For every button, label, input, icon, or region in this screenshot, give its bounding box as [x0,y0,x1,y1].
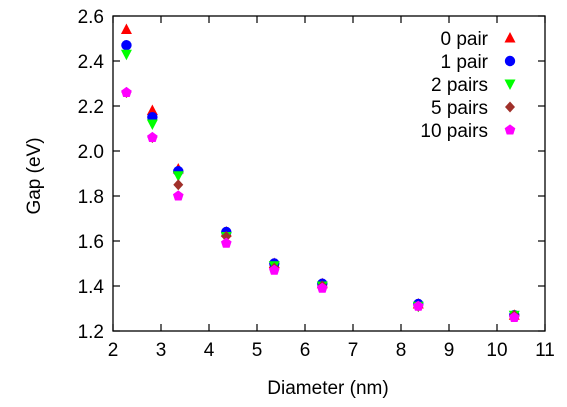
data-point [221,231,232,242]
y-tick-label: 2.2 [78,97,104,118]
plot-frame [112,15,546,332]
legend-marker [504,79,516,90]
legend-marker [504,124,516,135]
x-tick-label: 11 [535,340,555,361]
legend-label: 2 pairs [431,75,488,96]
legend-label: 5 pairs [431,98,488,119]
y-tick-label: 2.0 [78,142,104,163]
x-tick-label: 6 [300,340,311,361]
data-point [120,49,132,61]
data-point [173,179,184,191]
data-point [120,23,132,34]
y-tick-label: 1.2 [78,322,104,343]
axes [112,15,546,332]
legend-label: 1 pair [440,52,488,73]
data-point [220,237,232,248]
x-tick-label: 2 [108,340,119,361]
x-tick-label: 10 [486,340,507,361]
series-10-pairs [121,86,520,323]
legend-label: 0 pair [440,29,488,50]
data-point [121,40,132,51]
legend-marker [505,101,515,113]
legend-label: 10 pairs [420,121,488,142]
data-points [120,23,520,323]
x-tick-label: 8 [396,340,407,361]
data-point [316,282,328,293]
data-point [121,86,132,98]
x-tick-label: 3 [156,340,167,361]
x-tick-label: 9 [444,340,455,361]
x-axis-title: Diameter (nm) [267,378,388,399]
data-point [172,190,184,201]
x-tick-label: 5 [252,340,263,361]
data-point [268,264,280,275]
data-point [147,131,158,143]
ticks: 2 3 4 5 6 7 8 9 10 11 1.2 1.4 1.6 1.8 2.0 2.2 2.4 2.6 [78,7,555,361]
y-tick-label: 1.8 [78,187,104,208]
y-tick-label: 2.4 [78,52,105,73]
data-point [172,171,184,182]
legend-marker [504,55,516,67]
legend-marker [504,32,516,43]
data-point [412,300,424,311]
y-tick-label: 1.4 [78,277,105,298]
y-tick-label: 1.6 [78,232,104,253]
data-point [508,311,520,323]
x-tick-label: 7 [348,340,359,361]
data-point [146,104,158,115]
y-axis-title: Gap (eV) [24,137,45,214]
y-tick-label: 2.6 [78,7,104,28]
data-point [146,119,158,130]
x-tick-label: 4 [204,340,215,361]
